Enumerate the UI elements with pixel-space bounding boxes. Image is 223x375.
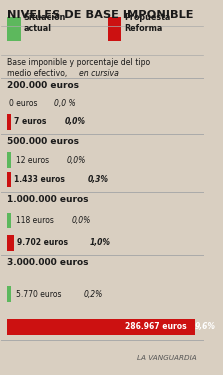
FancyBboxPatch shape [108,17,121,41]
Text: en cursiva: en cursiva [79,69,119,78]
Text: 0,0%: 0,0% [72,216,91,225]
FancyBboxPatch shape [7,152,11,168]
Text: 200.000 euros: 200.000 euros [7,81,79,90]
Text: LA VANGUARDIA: LA VANGUARDIA [137,355,197,361]
Text: 12 euros: 12 euros [16,156,54,165]
Text: 0,0%: 0,0% [66,156,86,165]
Text: 1,0%: 1,0% [90,238,111,248]
Text: 0,3%: 0,3% [87,175,108,184]
Text: 0,0%: 0,0% [65,117,86,126]
Text: 500.000 euros: 500.000 euros [7,137,79,146]
FancyBboxPatch shape [7,17,21,41]
Text: 1.000.000 euros: 1.000.000 euros [7,195,89,204]
Text: 1.433 euros: 1.433 euros [14,175,70,184]
Text: medio efectivo,: medio efectivo, [7,69,70,78]
FancyBboxPatch shape [7,286,11,302]
Text: 286.967 euros: 286.967 euros [125,322,192,331]
Text: 0,0 %: 0,0 % [54,99,76,108]
FancyBboxPatch shape [7,235,14,251]
Text: 118 euros: 118 euros [16,216,59,225]
Text: 0,2%: 0,2% [83,290,103,298]
Text: 9.702 euros: 9.702 euros [17,238,73,248]
Text: Base imponible y porcentaje del tipo: Base imponible y porcentaje del tipo [7,58,151,67]
FancyBboxPatch shape [7,172,11,188]
Text: Propuesta
Reforma: Propuesta Reforma [124,13,171,33]
Text: 9,6%: 9,6% [195,322,216,331]
Text: 3.000.000 euros: 3.000.000 euros [7,258,89,267]
FancyBboxPatch shape [7,213,11,228]
Text: 0 euros: 0 euros [9,99,43,108]
Text: 7 euros: 7 euros [14,117,52,126]
Text: NIVELES DE BASE IMPONIBLE: NIVELES DE BASE IMPONIBLE [7,10,194,20]
Text: 5.770 euros: 5.770 euros [16,290,66,298]
FancyBboxPatch shape [7,114,11,130]
Text: Situación
actual: Situación actual [24,13,66,33]
FancyBboxPatch shape [7,319,195,334]
